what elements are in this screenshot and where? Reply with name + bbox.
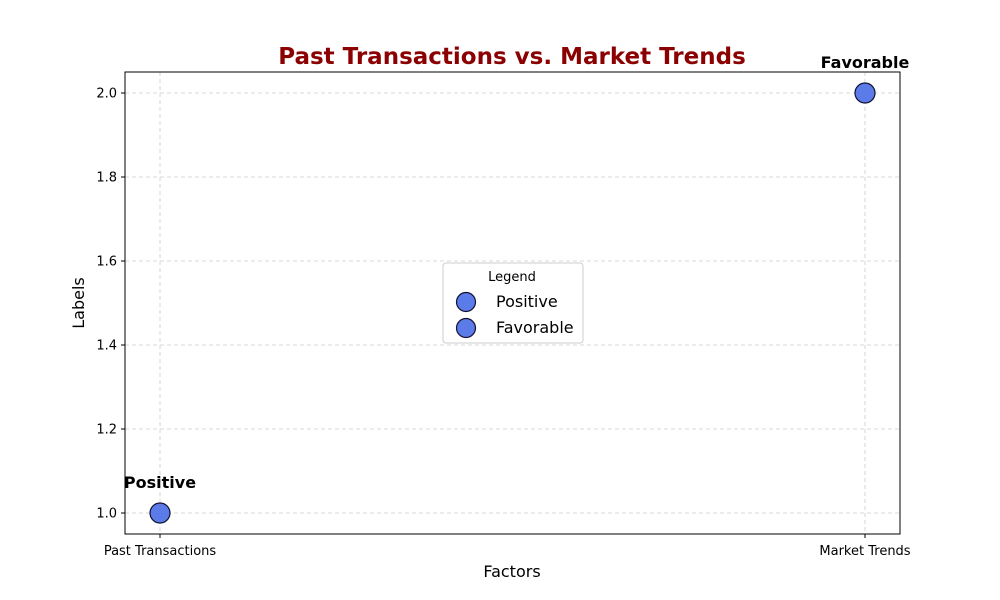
data-point-favorable (854, 82, 876, 104)
chart-title: Past Transactions vs. Market Trends (278, 44, 746, 70)
legend-items: Positive Favorable (455, 291, 574, 339)
plot-area-frame (124, 71, 901, 535)
y-tick-label: 2.0 (96, 87, 117, 102)
x-tick-label: Market Trends (819, 544, 910, 559)
y-axis-ticks: 1.0 1.2 1.4 1.6 1.8 2.0 (96, 87, 125, 522)
legend-marker (455, 291, 477, 313)
legend: Legend Positive Favorable (442, 262, 584, 344)
y-tick-label: 1.2 (96, 423, 117, 438)
y-axis-label: Labels (69, 277, 88, 329)
x-axis-ticks: Past Transactions Market Trends (104, 534, 911, 559)
x-tick-label: Past Transactions (104, 544, 217, 559)
data-point-positive (149, 502, 171, 524)
legend-title: Legend (488, 270, 536, 285)
point-label-favorable: Favorable (821, 53, 910, 72)
legend-box (442, 262, 584, 344)
y-tick-label: 1.0 (96, 507, 117, 522)
legend-marker (455, 317, 477, 339)
data-points: Positive Favorable (124, 53, 910, 524)
y-tick-label: 1.6 (96, 255, 117, 270)
grid-lines (125, 72, 900, 534)
legend-entry-label: Positive (496, 292, 558, 311)
legend-entry-label: Favorable (496, 318, 574, 337)
y-tick-label: 1.8 (96, 171, 117, 186)
y-tick-label: 1.4 (96, 339, 117, 354)
point-label-positive: Positive (124, 473, 196, 492)
x-axis-label: Factors (483, 562, 540, 581)
